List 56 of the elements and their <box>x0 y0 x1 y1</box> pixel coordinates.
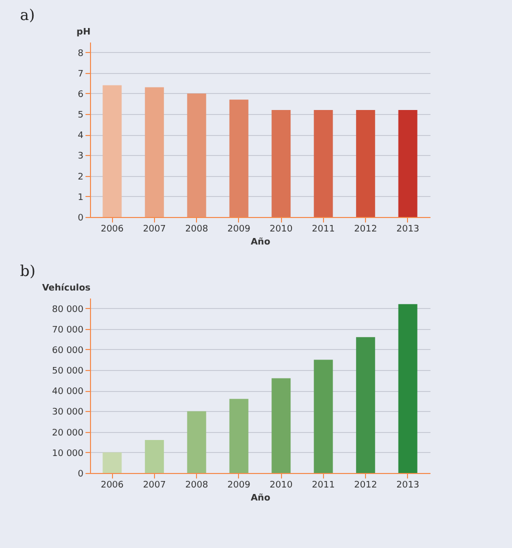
bar <box>144 87 164 217</box>
x-tick-label: 2013 <box>396 224 420 234</box>
x-tick-label: 2010 <box>270 224 293 234</box>
y-tick-label: 4 <box>78 131 84 142</box>
chart-title: b) <box>20 262 36 280</box>
chart-title: a) <box>20 6 35 24</box>
y-tick-label: 60 000 <box>52 346 84 356</box>
y-tick-label: 30 000 <box>52 408 84 418</box>
x-axis-title: Año <box>250 238 270 248</box>
y-axis-title: pH <box>76 28 90 38</box>
y-tick-label: 2 <box>78 172 84 182</box>
y-tick-label: 1 <box>78 192 84 203</box>
bar <box>356 110 376 217</box>
x-tick-label: 2008 <box>185 480 208 490</box>
y-tick-label: 7 <box>78 69 84 80</box>
x-tick-label: 2008 <box>185 224 208 234</box>
y-tick-label: 0 <box>78 214 84 224</box>
bar <box>102 452 122 473</box>
bar <box>229 100 248 217</box>
x-tick-label: 2010 <box>270 480 293 490</box>
bar <box>102 85 122 217</box>
y-tick-label: 6 <box>78 90 84 100</box>
bar <box>229 398 248 473</box>
y-axis-title: Vehículos <box>42 282 90 294</box>
x-tick-label: 2012 <box>354 480 378 490</box>
bar <box>272 110 291 217</box>
x-tick-label: 2006 <box>100 224 124 234</box>
y-tick-label: 70 000 <box>52 325 84 336</box>
y-tick-label: 40 000 <box>52 387 84 398</box>
x-tick-label: 2013 <box>396 480 420 490</box>
y-tick-label: 3 <box>78 152 84 162</box>
x-tick-label: 2007 <box>142 224 166 234</box>
y-tick-label: 80 000 <box>52 304 84 315</box>
x-tick-label: 2009 <box>227 224 251 234</box>
x-tick-label: 2011 <box>312 480 335 490</box>
bar <box>272 378 291 473</box>
x-tick-label: 2012 <box>354 224 378 234</box>
bar <box>187 411 206 473</box>
x-tick-label: 2007 <box>142 480 166 490</box>
y-tick-label: 10 000 <box>52 448 84 459</box>
bar <box>314 110 333 217</box>
y-tick-label: 20 000 <box>52 428 84 438</box>
bar <box>398 304 418 473</box>
x-axis-title: Año <box>250 494 270 504</box>
bar <box>356 337 376 473</box>
y-tick-label: 5 <box>78 110 84 121</box>
y-tick-label: 0 <box>78 470 84 480</box>
y-tick-label: 50 000 <box>52 366 84 377</box>
bar <box>314 360 333 473</box>
x-tick-label: 2006 <box>100 480 124 490</box>
y-tick-label: 8 <box>78 48 84 59</box>
x-tick-label: 2011 <box>312 224 335 234</box>
x-tick-label: 2009 <box>227 480 251 490</box>
bar <box>144 440 164 473</box>
bar <box>187 93 206 217</box>
bar <box>398 110 418 217</box>
